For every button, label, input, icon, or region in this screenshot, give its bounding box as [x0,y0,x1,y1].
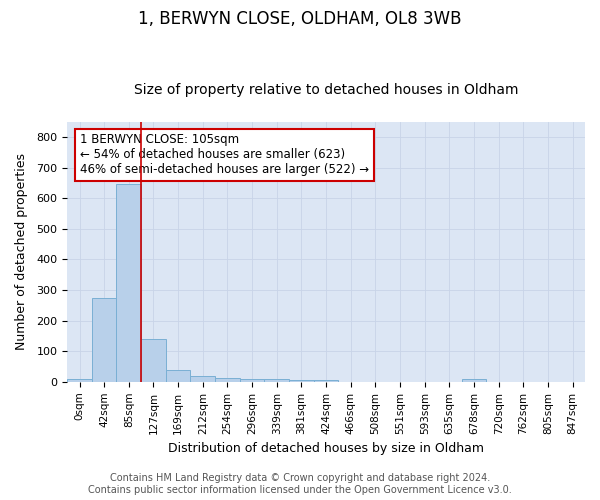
Title: Size of property relative to detached houses in Oldham: Size of property relative to detached ho… [134,83,518,97]
Text: 1, BERWYN CLOSE, OLDHAM, OL8 3WB: 1, BERWYN CLOSE, OLDHAM, OL8 3WB [138,10,462,28]
Bar [314,380,338,382]
Bar [92,298,116,382]
Text: 1 BERWYN CLOSE: 105sqm
← 54% of detached houses are smaller (623)
46% of semi-de: 1 BERWYN CLOSE: 105sqm ← 54% of detached… [80,134,369,176]
X-axis label: Distribution of detached houses by size in Oldham: Distribution of detached houses by size … [168,442,484,455]
Bar [166,370,190,382]
Bar [67,380,92,382]
Bar [240,379,265,382]
Bar [190,376,215,382]
Bar [215,378,240,382]
Bar [289,380,314,382]
Bar [141,339,166,382]
Bar [265,379,289,382]
Y-axis label: Number of detached properties: Number of detached properties [15,154,28,350]
Text: Contains HM Land Registry data © Crown copyright and database right 2024.
Contai: Contains HM Land Registry data © Crown c… [88,474,512,495]
Bar [116,184,141,382]
Bar [462,380,487,382]
